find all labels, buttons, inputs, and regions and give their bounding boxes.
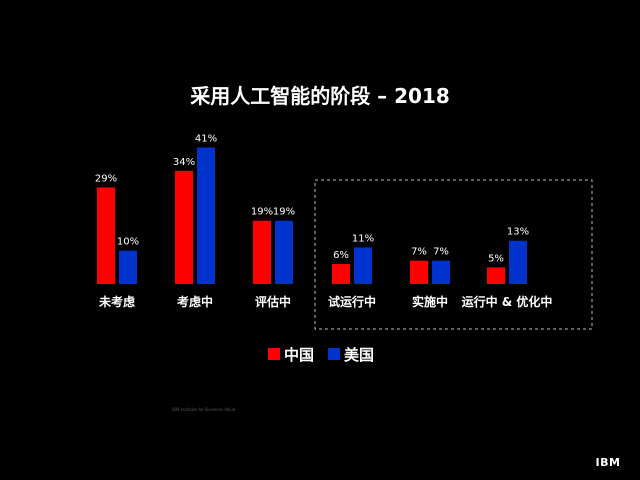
bar-usa-5 xyxy=(509,240,527,284)
value-label-usa-5: 13% xyxy=(507,227,529,238)
value-label-china-0: 29% xyxy=(95,173,117,184)
legend-label-china: 中国 xyxy=(284,346,314,364)
value-label-china-3: 6% xyxy=(333,250,349,261)
bar-usa-1 xyxy=(197,147,215,284)
bar-usa-4 xyxy=(432,260,450,284)
bar-usa-0 xyxy=(119,250,137,284)
legend: 中国 美国 xyxy=(268,346,374,364)
bar-china-2 xyxy=(253,220,271,284)
category-label-5: 运行中 & 优化中 xyxy=(462,294,553,309)
value-label-usa-0: 10% xyxy=(117,237,139,248)
legend-label-usa: 美国 xyxy=(344,346,374,364)
value-label-china-4: 7% xyxy=(411,247,427,258)
footer-credit: IBM Institute for Business Value xyxy=(172,407,236,412)
bar-china-3 xyxy=(332,264,350,284)
category-label-3: 试运行中 xyxy=(328,294,376,309)
value-label-china-1: 34% xyxy=(173,157,195,168)
bar-china-0 xyxy=(97,187,115,284)
bar-china-4 xyxy=(410,260,428,284)
category-label-1: 考虑中 xyxy=(177,294,213,309)
ibm-logo: IBM xyxy=(596,456,621,469)
value-label-usa-3: 11% xyxy=(352,233,374,244)
legend-swatch-usa xyxy=(328,348,340,360)
value-labels-layer: 29% 10% 34% 41% 19% 19% 6%11% 7% 7% 5% 13% xyxy=(95,133,529,264)
category-label-0: 未考虑 xyxy=(98,294,135,309)
value-label-usa-2: 19% xyxy=(273,207,295,218)
bar-china-5 xyxy=(487,267,505,284)
legend-swatch-china xyxy=(268,348,280,360)
category-label-2: 评估中 xyxy=(255,294,291,309)
category-label-4: 实施中 xyxy=(412,294,448,309)
value-label-china-2: 19% xyxy=(251,207,273,218)
bar-usa-3 xyxy=(354,247,372,284)
chart-title: 采用人工智能的阶段 – 2018 xyxy=(190,84,450,108)
bars-layer xyxy=(97,147,527,284)
bar-usa-2 xyxy=(275,220,293,284)
category-labels-layer: 未考虑 考虑中 评估中 试运行中 实施中 运行中 & 优化中 xyxy=(98,294,552,309)
highlight-group-box xyxy=(314,179,593,330)
value-label-usa-4: 7% xyxy=(433,247,449,258)
value-label-china-5: 5% xyxy=(488,253,504,264)
value-label-usa-1: 41% xyxy=(195,133,217,144)
bar-china-1 xyxy=(175,170,193,284)
